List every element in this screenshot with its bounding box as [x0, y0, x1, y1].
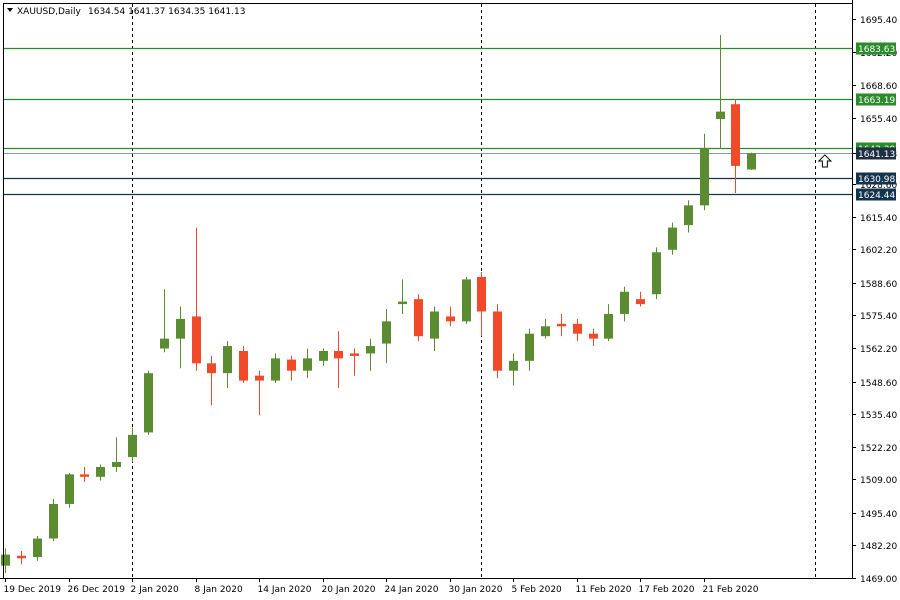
candle-body[interactable]: [366, 346, 375, 354]
candle-body[interactable]: [160, 338, 169, 349]
candle-body[interactable]: [239, 350, 248, 381]
up-arrow-icon[interactable]: [817, 154, 833, 168]
candle-body[interactable]: [255, 375, 264, 381]
y-tick-label: 1509.00: [860, 476, 897, 486]
x-tick-label: 26 Dec 2019: [68, 585, 126, 595]
candle-body[interactable]: [382, 321, 391, 344]
y-tick-label: 1655.40: [860, 115, 897, 125]
chart-header: XAUUSD,Daily 1634.54 1641.37 1634.35 164…: [7, 7, 245, 17]
current-price-label: 1641.13: [858, 150, 895, 160]
candle-body[interactable]: [462, 279, 471, 322]
candle-body[interactable]: [176, 318, 185, 339]
candle-body[interactable]: [223, 346, 232, 374]
candle-body[interactable]: [604, 313, 613, 339]
y-tick-label: 1615.40: [860, 214, 897, 224]
y-tick-label: 1535.40: [860, 411, 897, 421]
x-tick-label: 21 Feb 2020: [703, 585, 759, 595]
candle-body[interactable]: [541, 326, 550, 337]
x-tick-label: 17 Feb 2020: [639, 585, 695, 595]
candle-body[interactable]: [747, 153, 756, 170]
candle-body[interactable]: [303, 358, 312, 371]
y-tick-label: 1562.20: [860, 345, 897, 355]
x-tick-label: 11 Feb 2020: [576, 585, 632, 595]
candle-body[interactable]: [33, 538, 42, 558]
candle-body[interactable]: [414, 299, 423, 337]
level-label: 1630.98: [858, 175, 895, 185]
level-label-bg: [856, 42, 896, 55]
candle-body[interactable]: [446, 316, 455, 322]
y-tick-label: 1548.60: [860, 379, 897, 389]
level-label: 1663.19: [858, 96, 895, 106]
y-tick-label: 1628.60: [860, 181, 897, 191]
candle-body[interactable]: [49, 503, 58, 539]
candle-body[interactable]: [128, 434, 137, 458]
y-tick-label: 1602.20: [860, 246, 897, 256]
candle-body[interactable]: [334, 350, 343, 359]
candle-body[interactable]: [652, 252, 661, 295]
candle-body[interactable]: [557, 323, 566, 327]
y-tick-label: 1495.40: [860, 510, 897, 520]
candle-body[interactable]: [477, 276, 486, 312]
candle-body[interactable]: [573, 323, 582, 334]
y-tick-label: 1482.20: [860, 542, 897, 552]
candle-body[interactable]: [17, 555, 26, 559]
y-tick-label: 1695.40: [860, 16, 897, 26]
x-tick-label: 30 Jan 2020: [449, 585, 503, 595]
candle-body[interactable]: [350, 353, 359, 356]
candle-body[interactable]: [112, 462, 121, 467]
candle-body[interactable]: [207, 363, 216, 374]
x-tick-label: 14 Jan 2020: [258, 585, 312, 595]
candle-body[interactable]: [589, 333, 598, 339]
candle-body[interactable]: [144, 373, 153, 433]
candle-body[interactable]: [525, 333, 534, 361]
candle-body[interactable]: [430, 311, 439, 339]
level-label-bg: [856, 188, 896, 201]
level-label: 1624.44: [858, 191, 895, 201]
level-label: 1683.63: [858, 45, 895, 55]
candle-body[interactable]: [271, 358, 280, 381]
x-tick-label: 19 Dec 2019: [4, 585, 62, 595]
candle-body[interactable]: [509, 360, 518, 371]
candle-body[interactable]: [716, 111, 725, 119]
y-tick-label: 1469.00: [860, 575, 897, 585]
candle-body[interactable]: [398, 301, 407, 305]
chart-ohlc: 1634.54 1641.37 1634.35 1641.13: [88, 7, 245, 17]
candle-body[interactable]: [80, 474, 89, 477]
current-price-label-bg: [856, 147, 896, 160]
candle-body[interactable]: [620, 291, 629, 314]
level-label-bg: [856, 93, 896, 106]
candle-body[interactable]: [684, 205, 693, 226]
candle-body[interactable]: [668, 227, 677, 250]
candle-body[interactable]: [65, 474, 74, 504]
level-label-bg: [856, 172, 896, 185]
candle-body[interactable]: [96, 466, 105, 477]
candle-body[interactable]: [700, 148, 709, 206]
candle-body[interactable]: [1, 554, 10, 566]
candle-body[interactable]: [636, 299, 645, 305]
dropdown-triangle-icon[interactable]: [7, 8, 13, 12]
candle-body[interactable]: [287, 359, 296, 371]
candle-body[interactable]: [192, 316, 201, 364]
x-tick-label: 20 Jan 2020: [322, 585, 376, 595]
x-tick-label: 24 Jan 2020: [385, 585, 439, 595]
y-tick-label: 1575.40: [860, 312, 897, 322]
chart-symbol: XAUUSD,Daily: [17, 7, 81, 17]
candle-body[interactable]: [731, 104, 740, 166]
y-tick-label: 1668.60: [860, 82, 897, 92]
y-tick-label: 1588.60: [860, 280, 897, 290]
x-tick-label: 8 Jan 2020: [195, 585, 243, 595]
candle-body[interactable]: [493, 311, 502, 371]
x-tick-label: 5 Feb 2020: [512, 585, 563, 595]
candle-body[interactable]: [319, 350, 328, 361]
y-tick-label: 1522.20: [860, 444, 897, 454]
x-tick-label: 2 Jan 2020: [131, 585, 179, 595]
